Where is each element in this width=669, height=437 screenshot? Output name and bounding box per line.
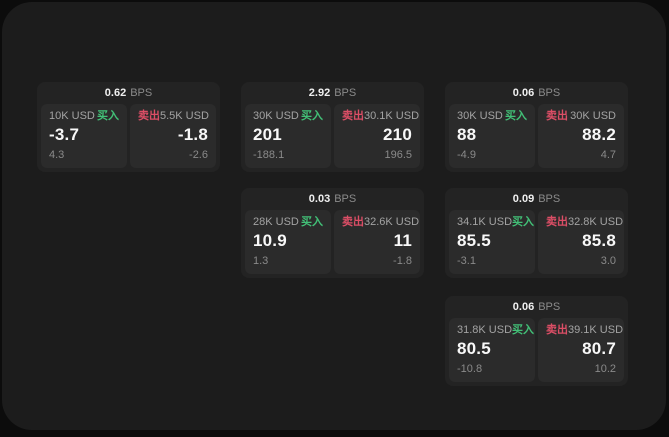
buy-panel[interactable]: 28K USD 买入 10.9 1.3: [245, 210, 331, 274]
sell-delta: -2.6: [189, 149, 208, 161]
buy-badge: 买入: [301, 216, 323, 228]
sell-badge: 卖出: [546, 324, 568, 336]
sell-badge: 卖出: [546, 216, 568, 228]
sell-delta: 4.7: [600, 149, 616, 161]
sell-delta: 196.5: [384, 149, 412, 161]
sell-price: 210: [383, 125, 412, 144]
buy-amount: 30K USD: [457, 110, 503, 122]
sell-amount: 32.8K USD: [568, 216, 624, 228]
quote-card: 0.03 BPS 28K USD 买入 10.9 1.3 卖出 32.6K US…: [241, 188, 424, 278]
sell-panel[interactable]: 卖出 30K USD 88.2 4.7: [538, 104, 624, 168]
buy-price: 88: [457, 125, 477, 144]
quote-card: 0.06 BPS 31.8K USD 买入 80.5 -10.8 卖出 39.1…: [445, 296, 628, 386]
buy-panel[interactable]: 30K USD 买入 201 -188.1: [245, 104, 331, 168]
bps-value: 0.62: [104, 87, 127, 99]
quote-card: 0.09 BPS 34.1K USD 买入 85.5 -3.1 卖出 32.8K…: [445, 188, 628, 278]
sell-delta: 3.0: [600, 255, 616, 267]
sell-badge: 卖出: [342, 110, 364, 122]
sell-price: -1.8: [177, 125, 208, 144]
buy-badge: 买入: [301, 110, 323, 122]
buy-delta: 1.3: [253, 255, 269, 267]
sell-price: 88.2: [582, 125, 616, 144]
buy-price: 201: [253, 125, 282, 144]
sell-amount: 30K USD: [570, 110, 616, 122]
sell-delta: -1.8: [393, 255, 412, 267]
bps-unit: BPS: [334, 193, 357, 205]
sell-badge: 卖出: [342, 216, 364, 228]
buy-price: 85.5: [457, 231, 491, 250]
buy-badge: 买入: [97, 110, 119, 122]
buy-delta: -3.1: [457, 255, 476, 267]
sell-badge: 卖出: [546, 110, 568, 122]
bps-header: 0.06 BPS: [449, 82, 624, 104]
quote-card: 0.06 BPS 30K USD 买入 88 -4.9 卖出 30K USD 8…: [445, 82, 628, 172]
buy-badge: 买入: [512, 216, 535, 228]
bps-value: 2.92: [308, 87, 331, 99]
buy-price: 10.9: [253, 231, 287, 250]
sell-amount: 32.6K USD: [364, 216, 420, 228]
buy-delta: 4.3: [49, 149, 65, 161]
buy-badge: 买入: [512, 324, 535, 336]
sell-price: 80.7: [582, 339, 616, 358]
buy-panel[interactable]: 34.1K USD 买入 85.5 -3.1: [449, 210, 535, 274]
sell-price: 85.8: [582, 231, 616, 250]
bps-value: 0.06: [512, 87, 535, 99]
buy-panel[interactable]: 31.8K USD 买入 80.5 -10.8: [449, 318, 535, 382]
bps-value: 0.09: [512, 193, 535, 205]
buy-badge: 买入: [505, 110, 527, 122]
bps-value: 0.03: [308, 193, 331, 205]
buy-amount: 28K USD: [253, 216, 299, 228]
bps-header: 2.92 BPS: [245, 82, 420, 104]
bps-header: 0.09 BPS: [449, 188, 624, 210]
bps-value: 0.06: [512, 301, 535, 313]
bps-header: 0.62 BPS: [41, 82, 216, 104]
buy-price: 80.5: [457, 339, 491, 358]
buy-amount: 30K USD: [253, 110, 299, 122]
bps-header: 0.03 BPS: [245, 188, 420, 210]
sell-amount: 5.5K USD: [160, 110, 209, 122]
app-window: 0.62 BPS 10K USD 买入 -3.7 4.3 卖出 5.5K USD…: [2, 2, 666, 430]
bps-unit: BPS: [130, 87, 153, 99]
buy-price: -3.7: [49, 125, 80, 144]
sell-price: 11: [393, 231, 412, 250]
buy-delta: -4.9: [457, 149, 476, 161]
sell-delta: 10.2: [594, 363, 616, 375]
bps-unit: BPS: [538, 301, 561, 313]
sell-amount: 30.1K USD: [364, 110, 420, 122]
quote-card: 2.92 BPS 30K USD 买入 201 -188.1 卖出 30.1K …: [241, 82, 424, 172]
buy-panel[interactable]: 30K USD 买入 88 -4.9: [449, 104, 535, 168]
buy-delta: -10.8: [457, 363, 483, 375]
buy-panel[interactable]: 10K USD 买入 -3.7 4.3: [41, 104, 127, 168]
buy-delta: -188.1: [253, 149, 285, 161]
sell-amount: 39.1K USD: [568, 324, 624, 336]
bps-header: 0.06 BPS: [449, 296, 624, 318]
quote-card: 0.62 BPS 10K USD 买入 -3.7 4.3 卖出 5.5K USD…: [37, 82, 220, 172]
bps-unit: BPS: [334, 87, 357, 99]
buy-amount: 34.1K USD: [457, 216, 513, 228]
sell-badge: 卖出: [138, 110, 160, 122]
bps-unit: BPS: [538, 193, 561, 205]
bps-unit: BPS: [538, 87, 561, 99]
sell-panel[interactable]: 卖出 39.1K USD 80.7 10.2: [538, 318, 624, 382]
sell-panel[interactable]: 卖出 30.1K USD 210 196.5: [334, 104, 420, 168]
sell-panel[interactable]: 卖出 32.8K USD 85.8 3.0: [538, 210, 624, 274]
buy-amount: 31.8K USD: [457, 324, 513, 336]
sell-panel[interactable]: 卖出 5.5K USD -1.8 -2.6: [130, 104, 216, 168]
sell-panel[interactable]: 卖出 32.6K USD 11 -1.8: [334, 210, 420, 274]
buy-amount: 10K USD: [49, 110, 95, 122]
